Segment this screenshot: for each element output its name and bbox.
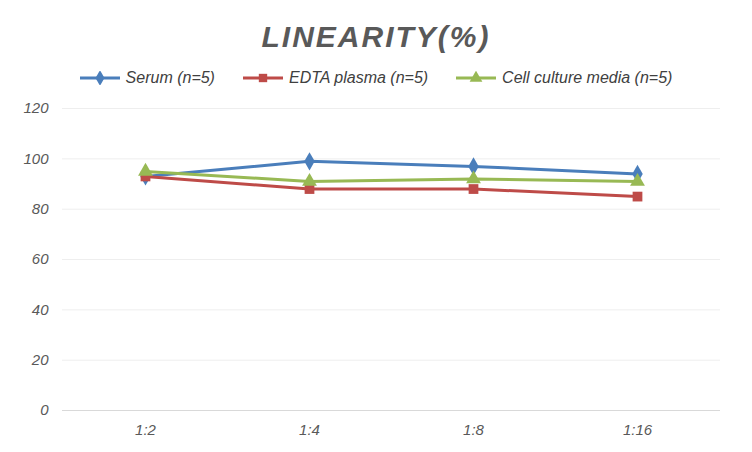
svg-text:40: 40 <box>32 301 49 318</box>
svg-text:1:2: 1:2 <box>135 421 157 438</box>
html-text:Serum (n=5): Serum (n=5) <box>125 69 215 86</box>
html-text:EDTA plasma (n=5): EDTA plasma (n=5) <box>289 69 429 86</box>
svg-text:120: 120 <box>23 99 49 116</box>
svg-text:1:16: 1:16 <box>623 421 653 438</box>
svg-text:20: 20 <box>31 351 49 368</box>
html-text:Cell culture media (n=5): Cell culture media (n=5) <box>502 69 673 86</box>
svg-text:100: 100 <box>23 150 49 167</box>
svg-text:1:4: 1:4 <box>299 421 320 438</box>
svg-text:0: 0 <box>40 401 49 418</box>
svg-text:1:8: 1:8 <box>463 421 485 438</box>
html-text:LINEARITY(%): LINEARITY(%) <box>261 20 491 53</box>
svg-text:60: 60 <box>32 250 49 267</box>
svg-text:80: 80 <box>32 200 49 217</box>
